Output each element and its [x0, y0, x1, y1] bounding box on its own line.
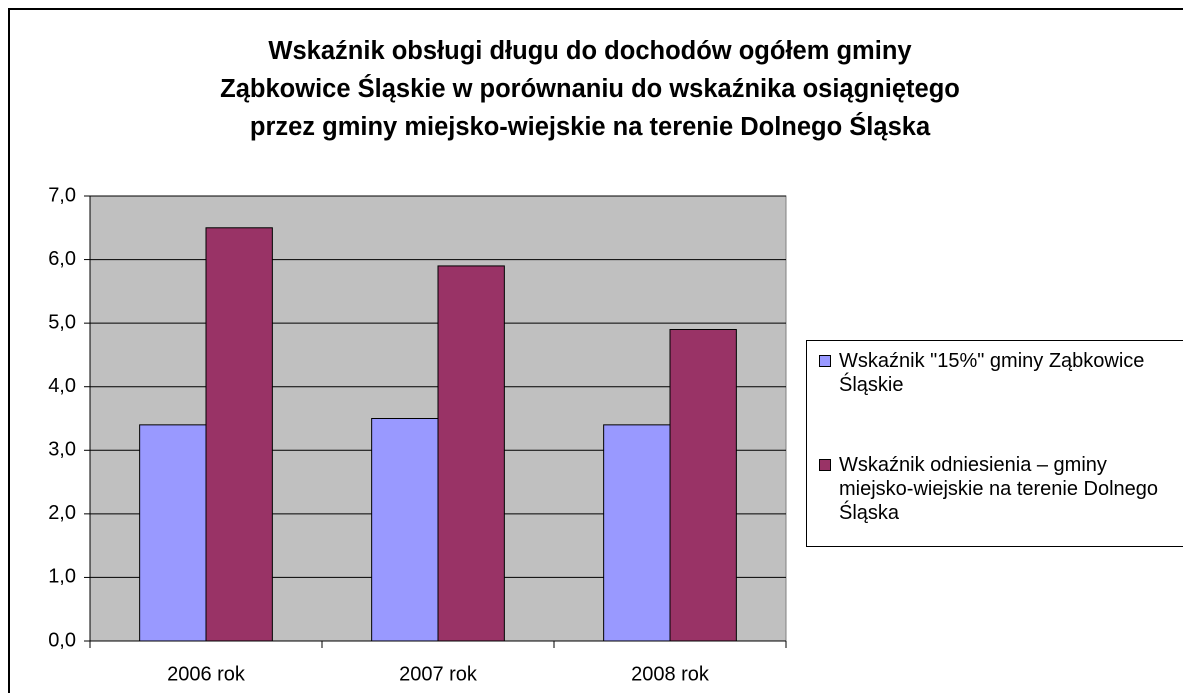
chart-title: Wskaźnik obsługi długu do dochodów ogółe… — [220, 37, 960, 141]
legend: Wskaźnik "15%" gminy Ząbkowice Śląskie Ws… — [806, 340, 1183, 547]
y-tick-label: 0,0 — [48, 629, 76, 651]
bar — [437, 265, 505, 642]
legend-swatch — [819, 355, 831, 367]
legend-swatch — [819, 459, 831, 471]
x-tick-label: 2007 rok — [399, 663, 478, 685]
x-tick-label: 2008 rok — [631, 663, 710, 685]
legend-label: Wskaźnik "15%" gminy Ząbkowice Śląskie — [839, 350, 1145, 396]
bar — [669, 329, 737, 642]
bar — [371, 418, 439, 642]
legend-label: Wskaźnik odniesienia – gminy miejsko-wie… — [839, 454, 1159, 524]
y-tick-label: 7,0 — [48, 184, 76, 206]
legend-entry: Wskaźnik "15%" gminy Ząbkowice Śląskie — [819, 349, 1183, 397]
bar — [603, 424, 671, 642]
y-tick-label: 5,0 — [48, 311, 76, 333]
y-tick-label: 1,0 — [48, 566, 76, 588]
y-tick-label: 4,0 — [48, 375, 76, 397]
y-tick-label: 6,0 — [48, 248, 76, 270]
x-tick-label: 2006 rok — [167, 663, 246, 685]
y-tick-label: 3,0 — [48, 439, 76, 461]
bar — [205, 227, 273, 642]
legend-entry: Wskaźnik odniesienia – gminy miejsko-wie… — [819, 453, 1183, 525]
y-tick-label: 2,0 — [48, 502, 76, 524]
chart-border — [8, 8, 1183, 693]
bar — [139, 424, 207, 642]
